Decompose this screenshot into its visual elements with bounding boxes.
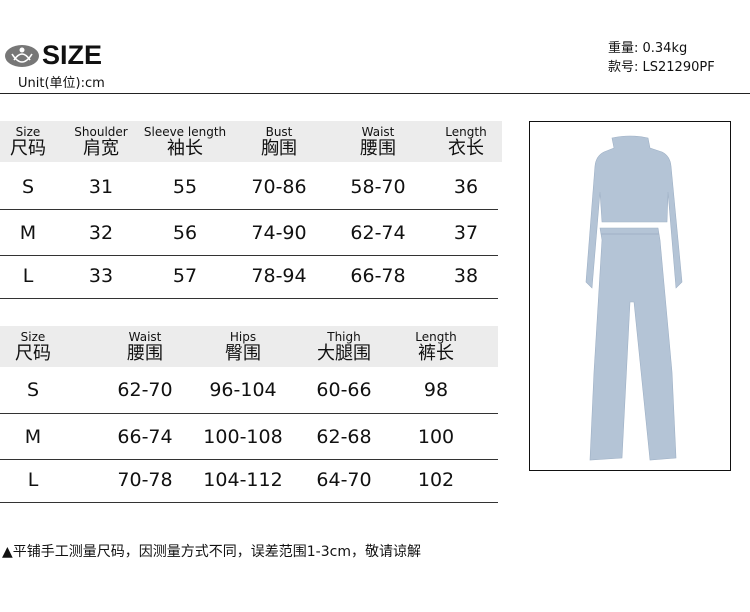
table-cell: 100 [417, 426, 455, 448]
row-divider [0, 298, 498, 299]
table-cell: S [26, 379, 40, 401]
logo-icon [5, 45, 39, 67]
column-header: Size 尺码 [10, 125, 46, 159]
row-divider [0, 502, 498, 503]
table-cell: 66-78 [350, 265, 406, 287]
product-photo [529, 121, 731, 471]
column-header: Length 裤长 [415, 330, 457, 364]
column-header: Size 尺码 [15, 330, 51, 364]
column-header: Sleeve length 袖长 [143, 125, 227, 159]
bottom-table-header [0, 326, 498, 367]
table-cell: 37 [453, 222, 479, 244]
row-divider [0, 255, 498, 256]
row-divider [0, 413, 498, 414]
style-number: 款号: LS21290PF [608, 60, 715, 75]
table-cell: 31 [88, 176, 114, 198]
measurement-note: ▲平铺手工测量尺码，因测量方式不同，误差范围1-3cm，敬请谅解 [2, 544, 421, 560]
table-cell: S [21, 176, 35, 198]
table-cell: 38 [453, 265, 479, 287]
row-divider [0, 209, 498, 210]
unit-label: Unit(单位):cm [18, 76, 105, 91]
table-cell: L [27, 469, 39, 491]
table-cell: 64-70 [316, 469, 372, 491]
triangle-icon: ▲ [2, 544, 13, 560]
table-cell: 100-108 [203, 426, 283, 448]
table-cell: M [19, 222, 37, 244]
table-cell: 98 [423, 379, 449, 401]
table-cell: 74-90 [251, 222, 307, 244]
table-cell: 102 [417, 469, 455, 491]
table-cell: 96-104 [209, 379, 277, 401]
column-header: Waist 腰围 [127, 330, 163, 364]
column-header: Shoulder 肩宽 [74, 125, 128, 159]
table-cell: 36 [453, 176, 479, 198]
table-cell: 58-70 [350, 176, 406, 198]
column-header: Thigh 大腿围 [317, 330, 371, 364]
table-cell: 55 [172, 176, 198, 198]
table-cell: M [24, 426, 42, 448]
column-header: Bust 胸围 [261, 125, 297, 159]
column-header: Waist 腰围 [360, 125, 396, 159]
table-cell: L [22, 265, 34, 287]
row-divider [0, 459, 498, 460]
table-cell: 70-86 [251, 176, 307, 198]
weight-label: 重量: 0.34kg [608, 41, 688, 56]
table-cell: 62-68 [316, 426, 372, 448]
table-cell: 32 [88, 222, 114, 244]
table-cell: 62-74 [350, 222, 406, 244]
top-table-header [0, 121, 502, 162]
table-cell: 70-78 [117, 469, 173, 491]
column-header: Length 衣长 [445, 125, 487, 159]
table-cell: 78-94 [251, 265, 307, 287]
table-cell: 57 [172, 265, 198, 287]
table-cell: 62-70 [117, 379, 173, 401]
page-title: SIZE [42, 40, 103, 70]
table-cell: 104-112 [203, 469, 283, 491]
table-cell: 33 [88, 265, 114, 287]
column-header: Hips 臀围 [225, 330, 261, 364]
table-cell: 56 [172, 222, 198, 244]
table-cell: 60-66 [316, 379, 372, 401]
table-cell: 66-74 [117, 426, 173, 448]
divider [0, 93, 750, 94]
